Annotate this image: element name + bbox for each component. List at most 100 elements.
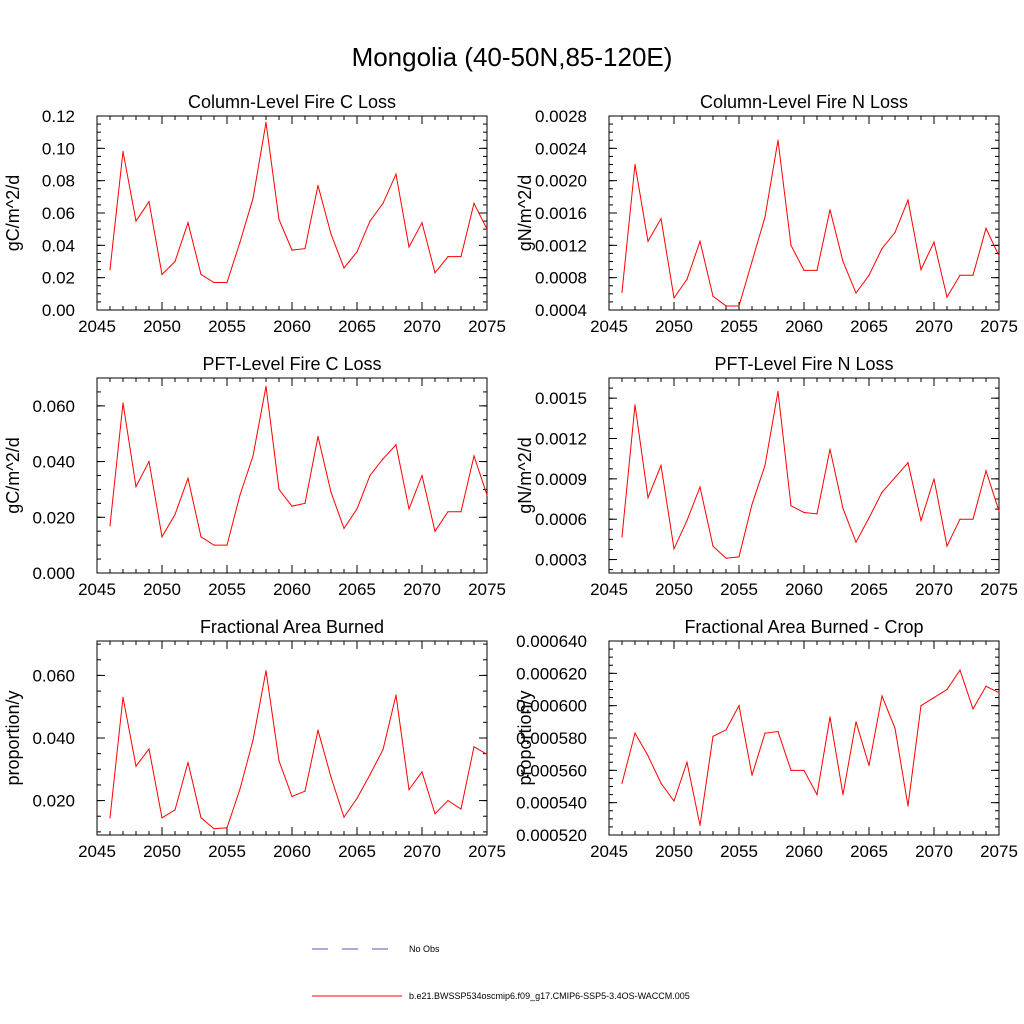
data-point xyxy=(634,163,636,166)
data-point xyxy=(109,525,111,527)
x-tick-label: 2060 xyxy=(273,317,311,336)
data-point xyxy=(148,201,150,203)
data-point xyxy=(686,761,688,763)
data-point xyxy=(673,800,675,802)
data-point xyxy=(881,695,883,697)
data-point xyxy=(868,764,870,767)
x-tick-label: 2055 xyxy=(208,317,246,336)
data-point xyxy=(829,716,831,718)
data-point xyxy=(738,705,740,707)
y-tick-label: 0.0012 xyxy=(535,236,587,255)
data-point xyxy=(356,797,358,799)
data-point xyxy=(486,494,488,496)
data-point xyxy=(161,273,163,276)
y-tick-label: 0.000640 xyxy=(516,632,587,651)
data-point xyxy=(304,247,306,250)
data-point xyxy=(764,464,766,467)
data-point xyxy=(408,789,410,791)
data-point xyxy=(174,260,176,263)
data-point xyxy=(803,511,805,514)
x-tick-label: 2065 xyxy=(338,317,376,336)
y-tick-label: 0.040 xyxy=(32,729,75,748)
y-tick-label: 0.08 xyxy=(42,172,75,191)
data-point xyxy=(738,305,740,307)
data-point xyxy=(933,696,935,699)
data-point xyxy=(395,694,397,696)
data-point xyxy=(933,478,935,480)
data-point xyxy=(135,765,137,767)
x-tick-label: 2075 xyxy=(980,580,1018,599)
data-point xyxy=(187,761,189,764)
data-point xyxy=(330,491,332,493)
data-point xyxy=(842,260,844,263)
data-point xyxy=(959,669,961,671)
data-point xyxy=(369,220,371,222)
y-tick-label: 0.000560 xyxy=(516,761,587,780)
y-tick-label: 0.0008 xyxy=(535,269,587,288)
data-point xyxy=(920,705,922,707)
data-point xyxy=(421,771,423,773)
data-point xyxy=(382,458,384,460)
series-line xyxy=(109,122,488,284)
data-point xyxy=(803,769,805,771)
data-point xyxy=(434,272,436,274)
data-point xyxy=(894,476,896,479)
data-point xyxy=(460,256,462,258)
data-point xyxy=(434,530,436,532)
data-point xyxy=(174,809,176,811)
data-point xyxy=(790,769,792,771)
y-tick-label: 0.000540 xyxy=(516,794,587,813)
data-point xyxy=(673,297,675,299)
data-point xyxy=(790,244,792,246)
data-point xyxy=(239,494,241,496)
panel-pft-fire-c: 2045 2050 2055 2060 2065 2070 2075 0.000 0.020 0.… xyxy=(3,354,506,599)
y-tick-label: 0.06 xyxy=(42,204,75,223)
y-tick-label: 0.000580 xyxy=(516,729,587,748)
data-point xyxy=(998,510,1000,512)
data-point xyxy=(634,732,636,734)
data-point xyxy=(265,385,267,387)
x-tick-label: 2065 xyxy=(850,842,888,861)
data-point xyxy=(985,227,987,229)
data-point xyxy=(343,816,345,818)
data-point xyxy=(972,518,974,520)
x-tick-label: 2055 xyxy=(720,842,758,861)
data-point xyxy=(213,281,215,284)
data-point xyxy=(907,199,909,201)
data-point xyxy=(395,444,397,446)
data-point xyxy=(161,536,163,538)
y-tick-label: 0.000520 xyxy=(516,826,587,845)
figure-title: Mongolia (40-50N,85-120E) xyxy=(352,42,673,72)
panel-frac-burned: 2045 2050 2055 2060 2065 2070 2075 0.020 0.040 0.… xyxy=(3,617,506,861)
plot-frame xyxy=(608,640,1000,836)
x-tick-label: 2045 xyxy=(590,580,628,599)
data-point xyxy=(777,730,779,733)
data-point xyxy=(699,824,701,826)
data-point xyxy=(660,464,662,467)
data-point xyxy=(972,274,974,276)
data-point xyxy=(447,799,449,802)
data-point xyxy=(148,748,150,750)
plot-frame xyxy=(608,377,1000,574)
legend-label-no-obs: No Obs xyxy=(409,944,440,954)
data-point xyxy=(304,790,306,792)
data-point xyxy=(855,292,857,294)
data-point xyxy=(408,246,410,248)
y-tick-label: 0.060 xyxy=(32,666,75,685)
data-point xyxy=(356,251,358,253)
data-point xyxy=(408,508,410,510)
x-tick-label: 2060 xyxy=(273,580,311,599)
data-point xyxy=(985,685,987,687)
data-point xyxy=(382,202,384,204)
data-point xyxy=(330,233,332,235)
data-point xyxy=(712,735,714,737)
data-point xyxy=(738,556,740,558)
data-point xyxy=(356,508,358,510)
x-tick-label: 2050 xyxy=(143,580,181,599)
data-point xyxy=(621,536,623,538)
x-tick-label: 2060 xyxy=(785,317,823,336)
data-point xyxy=(473,746,475,748)
data-point xyxy=(725,557,727,559)
data-point xyxy=(751,260,753,263)
panel-title: PFT-Level Fire C Loss xyxy=(202,354,381,374)
